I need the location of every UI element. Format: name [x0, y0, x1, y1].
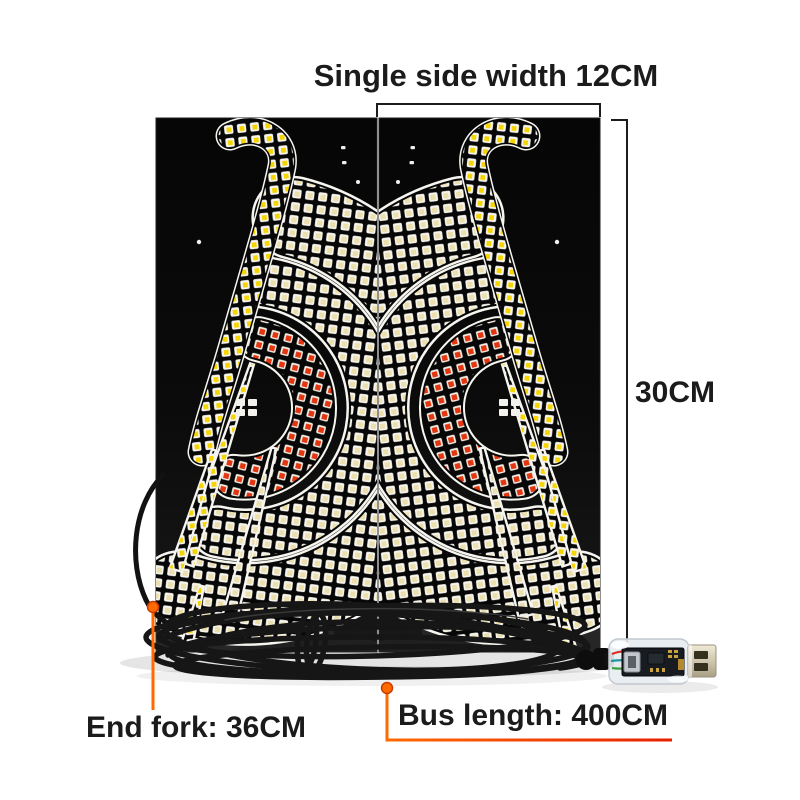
cable-coil [143, 601, 611, 681]
end-fork-dot [146, 600, 160, 614]
power-wire [133, 472, 179, 631]
bus-length-dot [380, 681, 394, 695]
usb-plug [687, 644, 717, 678]
board-height-label: 30CM [635, 376, 716, 409]
usb-adapter [576, 638, 717, 685]
bus-length-label: Bus length: 400CM [398, 699, 669, 732]
end-fork-label: End fork: 36CM [86, 711, 307, 744]
height-measure-line [611, 119, 628, 649]
width-bracket [376, 103, 601, 117]
end-fork-leader [146, 600, 160, 710]
bus-length-leader [380, 681, 672, 742]
usb-pcb [621, 647, 685, 677]
single-side-width-label: Single side width 12CM [313, 58, 659, 93]
